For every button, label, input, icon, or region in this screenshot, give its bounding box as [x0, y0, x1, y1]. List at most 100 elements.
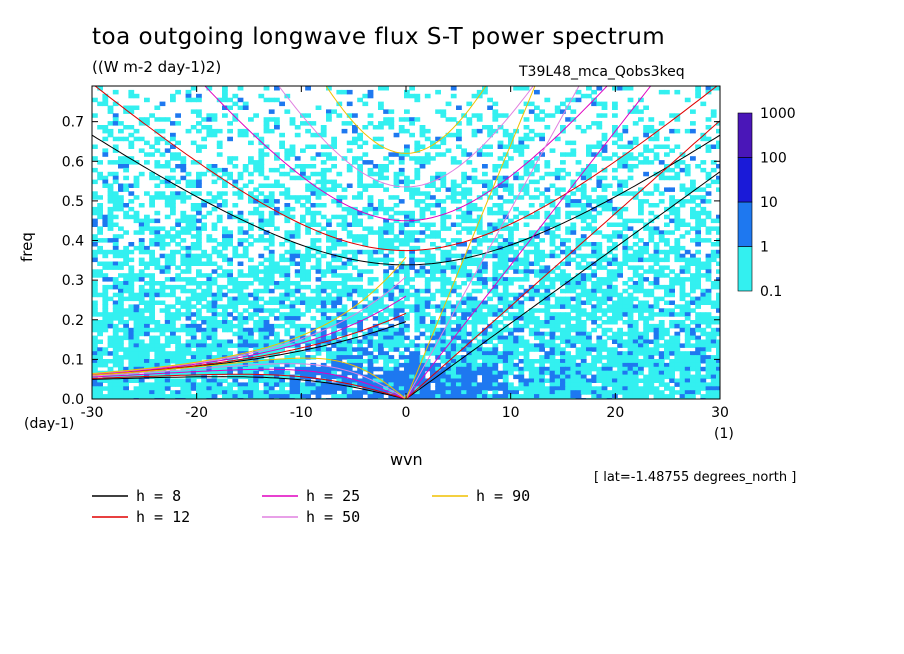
heat-cell — [638, 187, 644, 192]
heat-cell — [367, 203, 374, 208]
heat-cell — [388, 347, 395, 352]
heat-cell — [513, 300, 519, 305]
heat-cell — [435, 109, 441, 114]
heat-cell — [565, 355, 571, 360]
heat-cell — [658, 171, 665, 177]
heat-cell — [159, 351, 166, 356]
heat-cell — [258, 253, 265, 259]
heat-cell — [170, 355, 176, 360]
heat-cell — [648, 355, 655, 360]
heat-cell — [716, 355, 720, 360]
heat-cell — [466, 320, 473, 325]
heat-cell — [575, 97, 582, 103]
heat-cell — [118, 308, 124, 313]
heat-cell — [497, 273, 504, 278]
heat-cell — [716, 331, 720, 337]
heat-cell — [502, 257, 509, 263]
heat-cell — [523, 257, 530, 263]
heat-cell — [190, 86, 197, 91]
heat-cell — [352, 316, 358, 321]
heat-cell — [149, 370, 155, 376]
heat-cell — [320, 273, 327, 278]
heat-cell — [258, 234, 265, 239]
heat-cell — [222, 370, 228, 376]
heat-cell — [170, 203, 176, 208]
heat-cell — [622, 128, 629, 134]
heat-cell — [331, 323, 337, 329]
heat-cell — [440, 378, 447, 383]
heat-cell — [107, 323, 114, 329]
heat-cell — [211, 113, 218, 118]
heat-cell — [487, 386, 493, 391]
heat-cell — [118, 226, 124, 231]
heat-cell — [154, 238, 161, 243]
heat-cell — [534, 343, 540, 348]
heat-cell — [658, 89, 665, 95]
heat-cell — [305, 113, 311, 118]
heat-cell — [170, 238, 176, 243]
heat-cell — [336, 203, 343, 208]
heat-cell — [471, 320, 478, 325]
heat-cell — [601, 327, 608, 333]
heat-cell — [440, 206, 447, 212]
heat-cell — [502, 296, 509, 302]
heat-cell — [326, 113, 332, 118]
heat-cell — [419, 199, 426, 204]
heat-cell — [164, 304, 171, 309]
heat-cell — [695, 203, 701, 208]
heat-cell — [320, 187, 327, 192]
heat-cell — [102, 323, 109, 329]
heat-cell — [435, 199, 441, 204]
heat-cell — [658, 308, 665, 313]
heat-cell — [466, 355, 473, 360]
heat-cell — [674, 144, 681, 149]
heat-cell — [450, 320, 457, 325]
heat-cell — [201, 261, 207, 266]
heat-cell — [123, 331, 129, 337]
heat-cell — [92, 284, 98, 290]
heat-cell — [664, 327, 670, 333]
heat-cell — [664, 362, 670, 368]
heat-cell — [653, 284, 660, 290]
heat-cell — [430, 210, 436, 216]
heat-cell — [216, 128, 223, 134]
heat-cell — [612, 288, 618, 294]
heat-cell — [669, 199, 675, 204]
heat-cell — [684, 300, 691, 305]
heat-cell — [190, 370, 197, 376]
heat-cell — [180, 347, 187, 352]
heat-cell — [357, 222, 363, 227]
heat-cell — [232, 316, 239, 321]
heat-cell — [144, 355, 150, 360]
heat-cell — [674, 89, 681, 95]
heat-cell — [253, 160, 259, 165]
heat-cell — [658, 382, 665, 387]
heat-cell — [180, 261, 187, 266]
heat-cell — [513, 355, 519, 360]
heat-cell — [268, 218, 275, 224]
heat-cell — [409, 257, 415, 263]
heat-cell — [466, 160, 473, 165]
heat-cell — [263, 316, 270, 321]
heat-cell — [414, 327, 421, 333]
heat-cell — [284, 148, 291, 153]
heat-cell — [617, 296, 623, 302]
heat-cell — [258, 308, 265, 313]
heat-cell — [679, 222, 686, 227]
heat-cell — [456, 230, 462, 235]
heat-cell — [331, 386, 337, 391]
heat-cell — [216, 378, 223, 383]
heat-cell — [398, 308, 405, 313]
heat-cell — [305, 355, 311, 360]
heat-cell — [643, 292, 649, 298]
heat-cell — [294, 382, 301, 387]
heat-cell — [149, 335, 155, 341]
heat-cell — [492, 249, 499, 255]
heat-cell — [606, 199, 613, 204]
heat-cell — [508, 230, 514, 235]
heat-cell — [612, 175, 618, 181]
heat-cell — [502, 265, 509, 270]
heat-cell — [638, 206, 644, 212]
heat-cell — [622, 125, 629, 130]
heat-cell — [331, 265, 337, 270]
